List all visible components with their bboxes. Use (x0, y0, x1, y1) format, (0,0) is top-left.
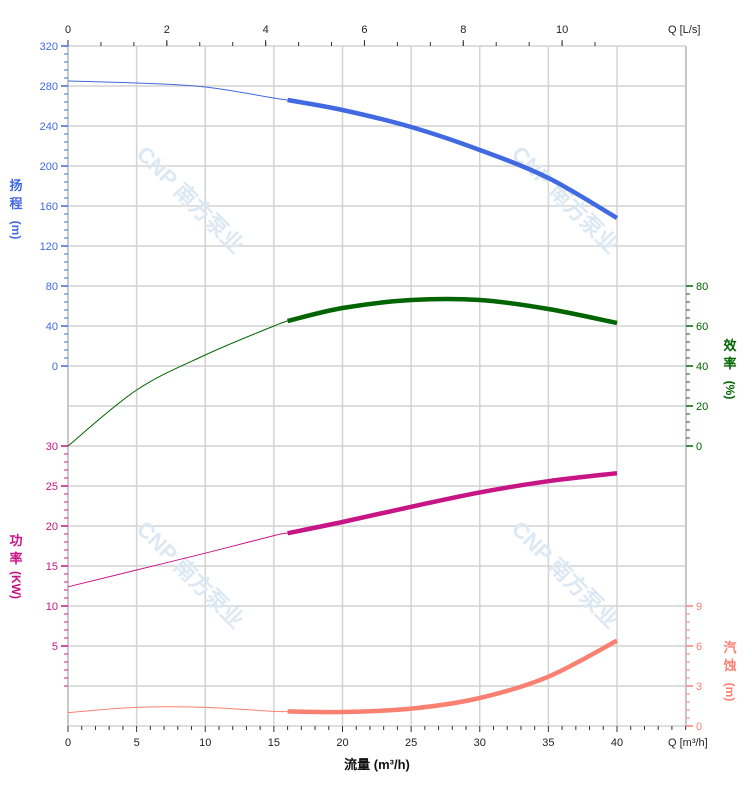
efficiency-axis-title: 效 (723, 338, 737, 353)
watermark-logo: CNP 南方泵业 (507, 141, 624, 258)
watermark-logo: CNP 南方泵业 (507, 516, 624, 633)
power-axis-title: 率 (9, 551, 22, 566)
npsh-tick-label: 3 (696, 681, 702, 693)
x2-tick-label: 8 (460, 24, 466, 36)
power-tick-label: 20 (46, 521, 58, 533)
head-tick-label: 280 (40, 81, 58, 93)
x-unit-label: Q [m³/h] (668, 737, 708, 749)
power-axis-title: 功 (9, 533, 22, 548)
head-curve-full-range (67, 80, 288, 101)
x-tick-label: 15 (268, 737, 280, 749)
x2-tick-label: 10 (556, 24, 568, 36)
head-tick-label: 40 (46, 321, 58, 333)
head-tick-label: 120 (40, 241, 58, 253)
watermark-logo: CNP 南方泵业 (132, 141, 249, 258)
head-tick-label: 160 (40, 201, 58, 213)
efficiency-tick-label: 40 (696, 361, 708, 373)
efficiency-axis-title: (%) (723, 381, 737, 400)
efficiency-tick-label: 20 (696, 401, 708, 413)
x-tick-label: 10 (199, 737, 211, 749)
npsh-curve-operating-range (287, 638, 619, 715)
x2-tick-label: 6 (361, 24, 367, 36)
head-axis-title: 扬 (9, 178, 22, 193)
head-axis-title: 程 (9, 196, 22, 211)
power-tick-label: 30 (46, 441, 58, 453)
head-curve-operating-range (287, 97, 619, 220)
x-axis-title: 流量 (m³/h) (344, 757, 410, 772)
npsh-axis-title: 汽 (723, 640, 736, 655)
head-axis-title: (m) (9, 221, 23, 240)
x-tick-label: 0 (65, 737, 71, 749)
head-tick-label: 320 (40, 41, 58, 53)
efficiency-tick-label: 80 (696, 281, 708, 293)
power-tick-label: 10 (46, 601, 58, 613)
x-tick-label: 30 (474, 737, 486, 749)
head-tick-label: 80 (46, 281, 58, 293)
efficiency-curve-operating-range (287, 296, 618, 326)
npsh-axis-title: 蚀 (722, 658, 736, 673)
power-axis-title: (KW) (9, 571, 23, 599)
x-tick-label: 25 (405, 737, 417, 749)
efficiency-axis-title: 率 (723, 356, 736, 371)
power-curve-full-range (67, 532, 288, 588)
x-tick-label: 40 (611, 737, 623, 749)
npsh-tick-label: 9 (696, 601, 702, 613)
efficiency-tick-label: 60 (696, 321, 708, 333)
x-tick-label: 20 (336, 737, 348, 749)
head-tick-label: 200 (40, 161, 58, 173)
npsh-curve-full-range (67, 706, 288, 714)
power-tick-label: 5 (52, 641, 58, 653)
npsh-tick-label: 6 (696, 641, 702, 653)
x-tick-label: 5 (134, 737, 140, 749)
x2-tick-label: 2 (164, 24, 170, 36)
npsh-tick-label: 0 (696, 721, 702, 733)
x-tick-label: 35 (542, 737, 554, 749)
efficiency-curve-full-range (67, 320, 288, 447)
power-tick-label: 15 (46, 561, 58, 573)
x2-unit-label: Q [L/s] (668, 24, 700, 36)
x2-tick-label: 4 (263, 24, 269, 36)
efficiency-tick-label: 0 (696, 441, 702, 453)
npsh-axis-title: (m) (723, 683, 737, 702)
watermark-logo: CNP 南方泵业 (132, 516, 249, 633)
power-tick-label: 25 (46, 481, 58, 493)
power-curve-operating-range (287, 470, 618, 536)
head-tick-label: 240 (40, 121, 58, 133)
x2-tick-label: 0 (65, 24, 71, 36)
head-tick-label: 0 (52, 361, 58, 373)
